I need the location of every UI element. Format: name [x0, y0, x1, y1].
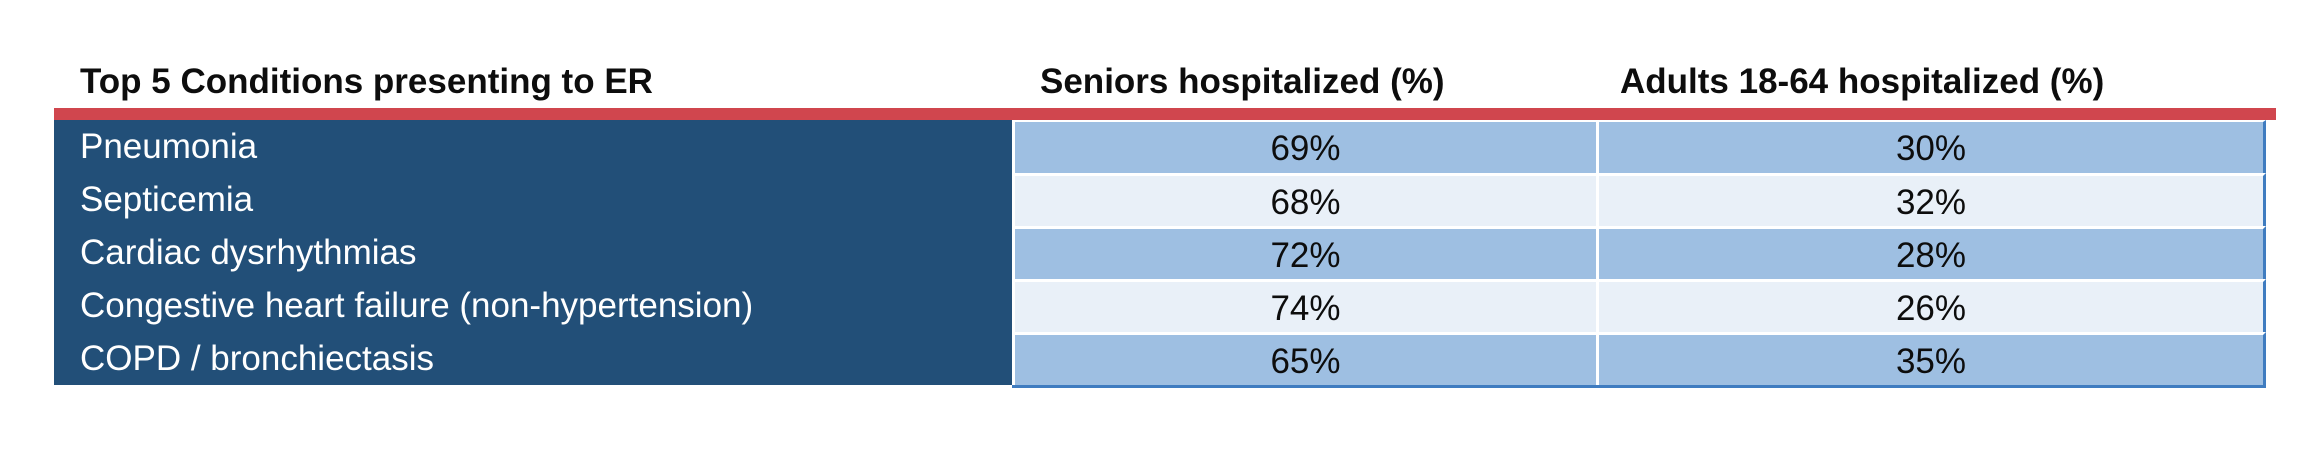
adults-value: 30%	[1596, 120, 2266, 173]
seniors-value: 65%	[1012, 332, 1596, 385]
seniors-value: 72%	[1012, 226, 1596, 279]
table-body: Pneumonia 69% 30% Septicemia 68% 32% Car…	[54, 120, 2266, 388]
adults-value: 32%	[1596, 173, 2266, 226]
seniors-value: 68%	[1012, 173, 1596, 226]
adults-value: 35%	[1596, 332, 2266, 385]
table-row: Septicemia 68% 32%	[54, 173, 2266, 226]
conditions-table: Top 5 Conditions presenting to ER Senior…	[54, 54, 2276, 388]
table-row: Pneumonia 69% 30%	[54, 120, 2266, 173]
table-header: Top 5 Conditions presenting to ER Senior…	[54, 54, 2266, 108]
seniors-value: 69%	[1012, 120, 1596, 173]
condition-label: Cardiac dysrhythmias	[54, 226, 1012, 279]
header-rule	[54, 108, 2276, 120]
seniors-value: 74%	[1012, 279, 1596, 332]
table-row: Congestive heart failure (non-hypertensi…	[54, 279, 2266, 332]
condition-label: Congestive heart failure (non-hypertensi…	[54, 279, 1012, 332]
adults-value: 28%	[1596, 226, 2266, 279]
adults-value: 26%	[1596, 279, 2266, 332]
table-bottom-border	[1012, 385, 2266, 388]
header-conditions: Top 5 Conditions presenting to ER	[80, 62, 653, 101]
header-adults: Adults 18-64 hospitalized (%)	[1620, 62, 2105, 101]
table-row: Cardiac dysrhythmias 72% 28%	[54, 226, 2266, 279]
table-row: COPD / bronchiectasis 65% 35%	[54, 332, 2266, 385]
condition-label: Septicemia	[54, 173, 1012, 226]
header-seniors: Seniors hospitalized (%)	[1040, 62, 1445, 101]
condition-label: COPD / bronchiectasis	[54, 332, 1012, 385]
condition-label: Pneumonia	[54, 120, 1012, 173]
